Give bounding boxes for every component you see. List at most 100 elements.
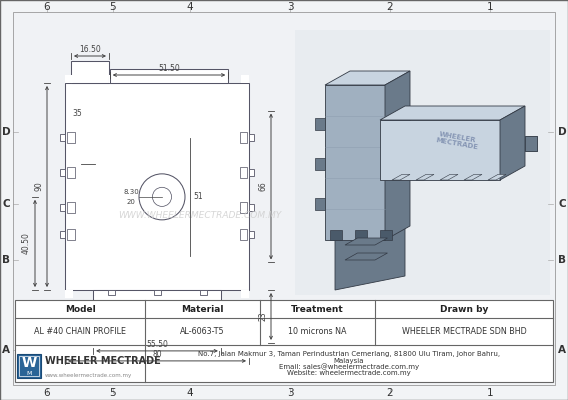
Bar: [17, 354, 41, 378]
Circle shape: [152, 187, 172, 206]
Polygon shape: [315, 198, 325, 210]
Text: 1: 1: [487, 2, 494, 12]
Text: No.7, Jalan Makmur 3, Taman Perindustrian Cemerlang, 81800 Ulu Tiram, Johor Bahr: No.7, Jalan Makmur 3, Taman Perindustria…: [198, 351, 500, 357]
Text: 23: 23: [258, 312, 267, 321]
Text: 66: 66: [258, 182, 267, 191]
Bar: [60, 134, 65, 141]
Text: 40.50: 40.50: [22, 232, 31, 254]
Text: WHEELER MECTRADE: WHEELER MECTRADE: [45, 356, 161, 366]
Text: www.wheelermectrade.com.my: www.wheelermectrade.com.my: [45, 372, 132, 378]
Text: 10 microns NA: 10 microns NA: [288, 327, 346, 336]
Text: 80: 80: [152, 350, 162, 359]
Text: B: B: [2, 255, 10, 265]
Bar: [240, 229, 247, 240]
Polygon shape: [315, 118, 325, 130]
Text: Model: Model: [65, 304, 95, 314]
Text: 1: 1: [487, 388, 494, 398]
Text: 55.50: 55.50: [146, 340, 168, 349]
Polygon shape: [315, 158, 325, 170]
Text: M: M: [26, 371, 32, 376]
Text: 2: 2: [387, 388, 393, 398]
Text: W: W: [22, 356, 36, 370]
Polygon shape: [325, 71, 410, 85]
Bar: [295, 30, 550, 295]
Text: B: B: [558, 255, 566, 265]
Bar: [65, 83, 249, 290]
Bar: [71, 61, 109, 83]
Bar: [249, 231, 254, 238]
Text: 20: 20: [127, 199, 135, 205]
Bar: [13, 12, 555, 300]
Bar: [67, 167, 74, 178]
Bar: [241, 75, 249, 83]
Text: AL #40 CHAIN PROFILE: AL #40 CHAIN PROFILE: [34, 327, 126, 336]
Bar: [19, 356, 39, 376]
Polygon shape: [464, 174, 482, 180]
Bar: [153, 290, 161, 295]
Polygon shape: [325, 85, 385, 240]
Polygon shape: [345, 238, 387, 245]
Polygon shape: [392, 174, 410, 180]
Polygon shape: [416, 174, 434, 180]
Bar: [60, 204, 65, 211]
Bar: [67, 202, 74, 214]
Bar: [15, 300, 553, 382]
Circle shape: [139, 174, 185, 220]
Text: A: A: [558, 345, 566, 355]
Polygon shape: [330, 230, 342, 240]
Polygon shape: [488, 174, 506, 180]
Polygon shape: [380, 106, 525, 120]
Text: 4: 4: [187, 388, 193, 398]
Bar: [249, 169, 254, 176]
Text: 3: 3: [287, 388, 293, 398]
Text: 51.50: 51.50: [158, 64, 180, 73]
Text: AL-6063-T5: AL-6063-T5: [180, 327, 225, 336]
Polygon shape: [525, 136, 537, 151]
Text: C: C: [558, 199, 566, 209]
Bar: [240, 202, 247, 214]
Bar: [93, 290, 221, 343]
Bar: [65, 75, 73, 83]
Polygon shape: [380, 120, 500, 180]
Bar: [249, 204, 254, 211]
Text: C: C: [2, 199, 10, 209]
Bar: [65, 83, 249, 290]
Bar: [60, 169, 65, 176]
Bar: [107, 290, 115, 295]
Text: 51: 51: [193, 192, 203, 201]
Text: 5: 5: [110, 2, 116, 12]
Polygon shape: [440, 174, 458, 180]
Bar: [199, 290, 207, 295]
Bar: [60, 231, 65, 238]
Text: Malaysia: Malaysia: [334, 358, 364, 364]
Text: 3: 3: [287, 2, 293, 12]
Text: 16.50: 16.50: [79, 45, 101, 54]
Bar: [67, 132, 74, 143]
Bar: [240, 167, 247, 178]
Polygon shape: [525, 136, 537, 151]
Text: Website: wheelermectrade.com.my: Website: wheelermectrade.com.my: [287, 370, 411, 376]
Text: D: D: [558, 127, 566, 137]
Text: 6: 6: [44, 388, 51, 398]
Polygon shape: [355, 230, 367, 240]
Text: 8.30: 8.30: [123, 189, 139, 195]
Text: A: A: [2, 345, 10, 355]
Text: 35: 35: [72, 109, 82, 118]
Text: Drawn by: Drawn by: [440, 304, 488, 314]
Text: WWW.WHEELERMECTRADE.COM.MY: WWW.WHEELERMECTRADE.COM.MY: [118, 210, 282, 220]
Bar: [240, 132, 247, 143]
Bar: [241, 290, 249, 298]
Text: Email: sales@wheelermectrade.com.my: Email: sales@wheelermectrade.com.my: [279, 364, 419, 370]
Polygon shape: [385, 71, 410, 240]
Text: Treatment: Treatment: [291, 304, 344, 314]
Text: D: D: [2, 127, 10, 137]
Bar: [65, 290, 73, 298]
Bar: [67, 229, 74, 240]
Text: WHEELER
MECTRADE: WHEELER MECTRADE: [435, 131, 480, 151]
Text: 5: 5: [110, 388, 116, 398]
Polygon shape: [345, 253, 387, 260]
Text: 2: 2: [387, 2, 393, 12]
Text: WHEELER MECTRADE SDN BHD: WHEELER MECTRADE SDN BHD: [402, 327, 527, 336]
Polygon shape: [380, 230, 392, 240]
Bar: [109, 74, 110, 83]
